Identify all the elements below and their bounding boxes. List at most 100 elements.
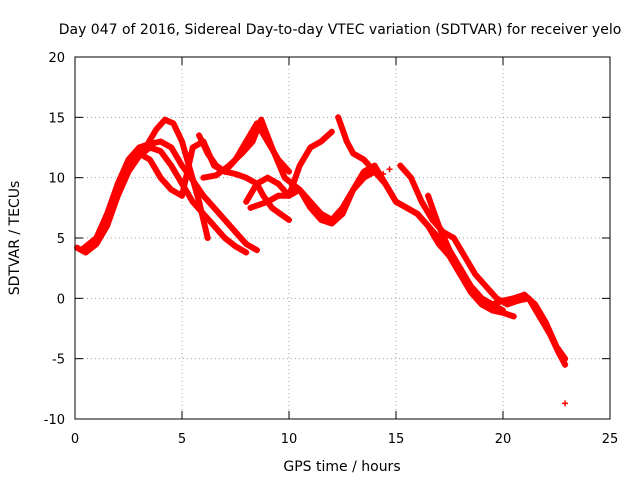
- data-point: [78, 247, 85, 254]
- data-point: [264, 174, 271, 181]
- series-track-3: [97, 116, 211, 241]
- data-point: [382, 180, 389, 187]
- data-point: [318, 210, 325, 217]
- data-point: [232, 171, 239, 178]
- data-point: [93, 235, 100, 241]
- data-point: [170, 120, 177, 127]
- data-point: [478, 301, 485, 308]
- data-point: [226, 162, 233, 169]
- data-point: [296, 186, 303, 193]
- data-point: [510, 295, 517, 302]
- data-point: [500, 297, 506, 304]
- data-point: [286, 168, 292, 175]
- data-point: [179, 138, 185, 145]
- data-point: [200, 192, 207, 199]
- data-point: [425, 222, 432, 229]
- data-point: [482, 283, 489, 290]
- data-point: [435, 222, 442, 229]
- data-point: [200, 174, 207, 181]
- data-point: [467, 283, 474, 290]
- y-tick-label: 0: [57, 292, 65, 307]
- data-point: [286, 216, 292, 223]
- y-tick-label: 15: [48, 111, 65, 126]
- data-point: [179, 192, 185, 199]
- data-point: [425, 192, 432, 199]
- data-point: [243, 249, 250, 256]
- data-point: [386, 166, 393, 173]
- data-point: [97, 228, 104, 235]
- x-tick-label: 5: [178, 432, 186, 447]
- series-track-2: [78, 138, 260, 254]
- data-point: [457, 265, 464, 272]
- data-point: [161, 116, 168, 123]
- x-tick-label: 0: [71, 432, 79, 447]
- y-tick-label: 20: [48, 51, 65, 66]
- data-point: [189, 198, 196, 205]
- data-point: [136, 144, 143, 151]
- data-point: [196, 198, 203, 205]
- data-point: [268, 204, 275, 211]
- data-point: [414, 210, 421, 217]
- data-point: [478, 295, 485, 302]
- data-point: [243, 241, 250, 248]
- data-point: [450, 235, 457, 241]
- data-point: [380, 171, 387, 178]
- data-point: [532, 301, 539, 308]
- series-outlier: [380, 166, 569, 407]
- x-tick-label: 20: [495, 432, 512, 447]
- data-point: [168, 144, 175, 151]
- x-axis-label: GPS time / hours: [283, 459, 400, 475]
- data-point: [318, 216, 325, 223]
- data-point: [260, 192, 267, 199]
- data-point: [110, 198, 117, 205]
- data-point: [472, 271, 479, 278]
- series-line: [397, 162, 569, 368]
- data-point: [211, 222, 218, 229]
- y-axis-label: SDTVAR / TECUs: [7, 181, 23, 296]
- data-point: [371, 162, 378, 169]
- series-track-1: [74, 144, 250, 256]
- data-point: [350, 150, 357, 157]
- grid-lines: [75, 57, 610, 419]
- data-point: [253, 247, 260, 254]
- data-point: [500, 307, 506, 314]
- data-point: [196, 132, 203, 139]
- data-point: [268, 144, 275, 151]
- data-point: [343, 138, 350, 145]
- data-point: [446, 247, 453, 254]
- data-point: [328, 128, 335, 135]
- data-point: [562, 361, 569, 368]
- data-point: [461, 253, 468, 260]
- axis-ticks: 0 5 10 15 20 25 -10 -5 0 5 10 15 20: [44, 51, 619, 447]
- y-tick-label: 10: [48, 172, 65, 187]
- series-line: [97, 116, 211, 241]
- data-point: [189, 144, 196, 151]
- data-point: [407, 174, 414, 181]
- data-point: [243, 198, 250, 205]
- data-point: [397, 162, 404, 169]
- data-point: [435, 235, 442, 241]
- data-point: [125, 156, 132, 163]
- data-point: [142, 144, 149, 151]
- data-point: [275, 180, 282, 187]
- data-point: [307, 198, 314, 205]
- data-point: [286, 192, 292, 199]
- series-track-11: [397, 162, 569, 368]
- data-point: [211, 204, 218, 211]
- data-point: [247, 204, 254, 211]
- data-point: [204, 235, 211, 241]
- data-point: [238, 150, 245, 157]
- data-point: [281, 174, 288, 181]
- y-tick-label: -10: [44, 413, 65, 428]
- data-point: [307, 144, 314, 151]
- chart-title: Day 047 of 2016, Sidereal Day-to-day VTE…: [59, 22, 622, 38]
- x-tick-label: 10: [281, 432, 298, 447]
- data-point: [221, 235, 228, 241]
- data-point: [168, 162, 175, 169]
- x-tick-label: 15: [388, 432, 405, 447]
- data-point: [335, 114, 342, 121]
- data-point: [275, 192, 282, 199]
- data-point: [489, 307, 496, 314]
- data-point: [243, 138, 250, 145]
- data-point: [253, 180, 260, 187]
